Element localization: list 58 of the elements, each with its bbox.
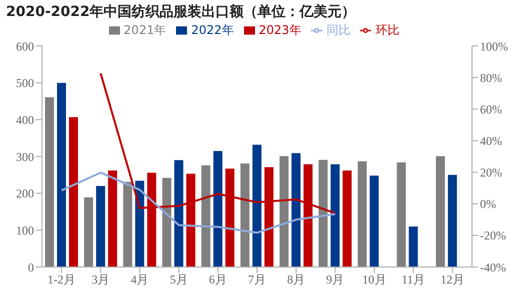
x-tick-label: 9月 <box>326 272 344 287</box>
bar <box>408 226 418 267</box>
y2-tick-label: 40% <box>480 134 502 148</box>
x-tick-label: 4月 <box>130 272 149 287</box>
bar <box>45 97 54 267</box>
x-tick-label: 10月 <box>362 272 386 287</box>
bar <box>436 156 445 267</box>
x-tick-label: 3月 <box>92 272 110 287</box>
y2-tick-label: 0% <box>480 197 496 212</box>
legend-label: 2022年 <box>191 23 234 37</box>
bar <box>396 162 406 267</box>
bar <box>330 164 340 267</box>
bar <box>252 144 262 267</box>
legend-label: 2023年 <box>258 23 302 37</box>
bar <box>201 165 210 267</box>
y2-tick-label: -20% <box>480 228 506 243</box>
x-tick-label: 1-2月 <box>48 272 76 287</box>
y-tick-label: 100 <box>16 223 34 238</box>
bar <box>448 174 457 267</box>
legend-label: 同比 <box>326 23 350 37</box>
bar <box>84 197 94 267</box>
bar <box>370 176 379 267</box>
bar <box>280 156 289 267</box>
bar <box>69 117 78 267</box>
bar <box>318 160 328 267</box>
x-tick-label: 5月 <box>170 272 188 287</box>
x-tick-label: 11月 <box>402 272 426 287</box>
bar <box>240 164 250 267</box>
y-tick-label: 300 <box>16 150 34 164</box>
bar <box>108 170 118 267</box>
x-tick-label: 6月 <box>208 272 227 287</box>
y-tick-label: 0 <box>28 260 34 274</box>
x-tick-label: 7月 <box>248 272 266 287</box>
y-tick-label: 500 <box>16 76 34 90</box>
bar <box>162 178 172 267</box>
chart-title: 2020-2022年中国纺织品服装出口额（单位：亿美元） <box>6 3 356 21</box>
bar <box>358 161 367 267</box>
y2-tick-label: 80% <box>480 70 502 85</box>
x-tick-label: 12月 <box>440 272 464 287</box>
legend-label: 2021年 <box>124 23 166 37</box>
x-tick-label: 8月 <box>287 272 306 287</box>
y2-tick-label: 100% <box>480 39 508 54</box>
bar <box>96 186 106 267</box>
y2-tick-label: 60% <box>480 102 502 116</box>
bar <box>213 150 222 267</box>
bar <box>135 180 144 267</box>
legend-label: 环比 <box>375 23 400 37</box>
y2-tick-label: -40% <box>480 260 506 274</box>
y-tick-label: 400 <box>16 112 34 127</box>
bar <box>57 82 66 267</box>
bar <box>123 182 132 267</box>
y-tick-label: 200 <box>16 186 34 201</box>
bar <box>342 170 352 267</box>
y2-tick-label: 20% <box>480 166 502 180</box>
y-tick-label: 600 <box>16 39 34 54</box>
bar <box>292 153 301 267</box>
bar <box>174 160 184 267</box>
line-series <box>60 172 336 234</box>
